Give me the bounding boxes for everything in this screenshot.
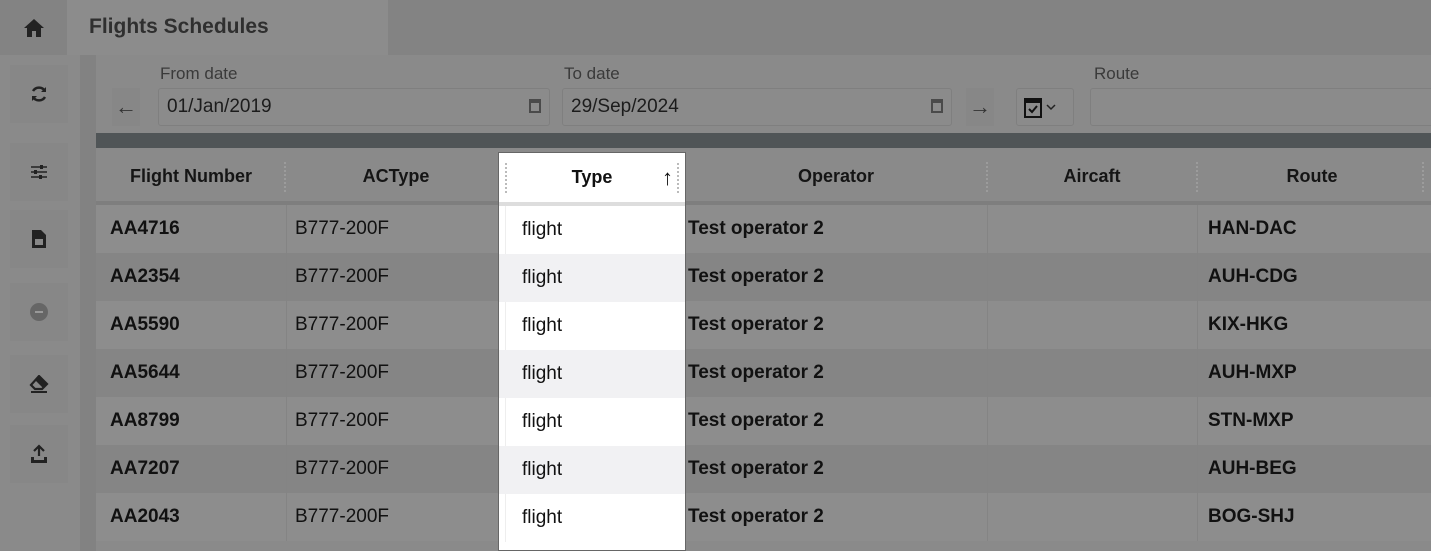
filter-bar: ← From date 01/Jan/2019 To date 29/Sep/2… (96, 55, 1431, 133)
calendar-icon[interactable] (529, 99, 541, 113)
cell-flight-number[interactable]: AA7207 (110, 458, 180, 479)
filter-settings-button[interactable] (10, 143, 68, 201)
cell-flight-number[interactable]: AA4716 (110, 218, 180, 239)
cell-flight-number[interactable]: AA2043 (110, 506, 180, 527)
refresh-button[interactable] (10, 65, 68, 123)
cell-aircaft[interactable] (987, 493, 1197, 541)
from-date-label: From date (160, 64, 238, 83)
export-spreadsheet-button[interactable] (10, 210, 68, 268)
cell-aircaft[interactable] (987, 445, 1197, 493)
sort-ascending-icon[interactable]: ↑ (662, 164, 673, 190)
cell-route[interactable]: AUH-MXP (1197, 349, 1427, 397)
clear-button[interactable] (10, 355, 68, 413)
upload-button[interactable] (10, 425, 68, 483)
toolbar-divider (96, 133, 1431, 148)
cell-flight-number[interactable]: AA2354 (110, 266, 180, 287)
cell-actype[interactable]: B777-200F (286, 205, 498, 253)
cell-flight-number[interactable]: AA5644 (110, 362, 180, 383)
cell-operator[interactable]: Test operator 2 (685, 301, 987, 349)
cell-type[interactable]: flight (505, 206, 685, 254)
refresh-icon (31, 86, 47, 102)
cell-actype[interactable]: B777-200F (286, 349, 498, 397)
calendar-check-icon (1024, 98, 1056, 118)
remove-button[interactable] (10, 283, 68, 341)
cell-type[interactable]: flight (499, 446, 685, 494)
table-row[interactable]: AA5644 B777-200F Test operator 2 AUH-MXP (96, 349, 1431, 397)
home-icon (23, 18, 44, 37)
flights-grid: Flight Number ACType Operator Aircaft Ro… (96, 148, 1431, 541)
column-header-operator[interactable]: Operator (797, 166, 875, 186)
cell-aircaft[interactable] (987, 205, 1197, 253)
column-resize-handle[interactable] (986, 162, 988, 192)
to-date-label: To date (564, 64, 620, 83)
column-resize-handle[interactable] (1196, 162, 1198, 192)
cell-route[interactable]: STN-MXP (1197, 397, 1427, 445)
cell-aircaft[interactable] (987, 253, 1197, 301)
column-header-actype[interactable]: ACType (362, 166, 430, 186)
cell-actype[interactable]: B777-200F (286, 445, 498, 493)
sidebar-divider (80, 55, 96, 551)
cell-operator[interactable]: Test operator 2 (685, 493, 987, 541)
column-header-route[interactable]: Route (1286, 166, 1338, 186)
column-resize-handle[interactable] (1422, 162, 1424, 192)
cell-route[interactable]: KIX-HKG (1197, 301, 1427, 349)
column-resize-handle[interactable] (284, 162, 286, 192)
table-row[interactable]: AA5590 B777-200F Test operator 2 KIX-HKG (96, 301, 1431, 349)
cell-route[interactable]: AUH-CDG (1197, 253, 1427, 301)
next-period-button[interactable]: → (966, 88, 994, 126)
cell-type[interactable]: flight (505, 494, 685, 542)
cell-operator[interactable]: Test operator 2 (685, 397, 987, 445)
cell-aircaft[interactable] (987, 397, 1197, 445)
eraser-icon (29, 375, 49, 393)
column-header-type[interactable]: Type ↑ (499, 153, 685, 206)
cell-actype[interactable]: B777-200F (286, 253, 498, 301)
cell-operator[interactable]: Test operator 2 (685, 349, 987, 397)
table-row[interactable]: AA2043 B777-200F Test operator 2 BOG-SHJ (96, 493, 1431, 541)
cell-flight-number[interactable]: AA8799 (110, 410, 180, 431)
calendar-icon[interactable] (931, 99, 943, 113)
cell-actype[interactable]: B777-200F (286, 493, 498, 541)
route-label: Route (1094, 64, 1140, 83)
home-button[interactable] (0, 0, 67, 55)
route-input[interactable] (1090, 88, 1431, 126)
tab-flights-schedules[interactable]: Flights Schedules (67, 0, 388, 55)
cell-type[interactable]: flight (505, 398, 685, 446)
cell-route[interactable]: AUH-BEG (1197, 445, 1427, 493)
cell-aircaft[interactable] (987, 301, 1197, 349)
remove-circle-icon (30, 303, 48, 321)
date-preset-dropdown[interactable] (1016, 88, 1074, 126)
cell-actype[interactable]: B777-200F (286, 301, 498, 349)
upload-icon (31, 444, 47, 463)
cell-operator[interactable]: Test operator 2 (685, 205, 987, 253)
table-row[interactable]: AA2354 B777-200F Test operator 2 AUH-CDG (96, 253, 1431, 301)
to-date-input[interactable]: 29/Sep/2024 (562, 88, 952, 126)
cell-type[interactable]: flight (499, 254, 685, 302)
cell-type[interactable]: flight (499, 350, 685, 398)
spreadsheet-icon (32, 230, 46, 248)
dragged-column-type[interactable]: Type ↑ flight flight flight flight flight fli… (498, 152, 686, 551)
cell-operator[interactable]: Test operator 2 (685, 253, 987, 301)
table-row[interactable]: AA7207 B777-200F Test operator 2 AUH-BEG (96, 445, 1431, 493)
from-date-input[interactable]: 01/Jan/2019 (158, 88, 550, 126)
previous-period-button[interactable]: ← (112, 88, 140, 126)
column-header-aircaft[interactable]: Aircaft (1063, 166, 1121, 186)
cell-route[interactable]: BOG-SHJ (1197, 493, 1427, 541)
sliders-icon (31, 165, 47, 179)
table-row[interactable]: AA8799 B777-200F Test operator 2 STN-MXP (96, 397, 1431, 445)
cell-type[interactable]: flight (505, 302, 685, 350)
cell-actype[interactable]: B777-200F (286, 397, 498, 445)
cell-operator[interactable]: Test operator 2 (685, 445, 987, 493)
cell-aircaft[interactable] (987, 349, 1197, 397)
column-resize-handle[interactable] (677, 163, 679, 193)
cell-flight-number[interactable]: AA5590 (110, 314, 180, 335)
cell-route[interactable]: HAN-DAC (1197, 205, 1427, 253)
column-resize-handle[interactable] (505, 163, 507, 193)
table-row[interactable]: AA4716 B777-200F Test operator 2 HAN-DAC (96, 205, 1431, 253)
grid-header: Flight Number ACType Operator Aircaft Ro… (96, 148, 1431, 205)
column-header-flight-number[interactable]: Flight Number (130, 166, 252, 186)
